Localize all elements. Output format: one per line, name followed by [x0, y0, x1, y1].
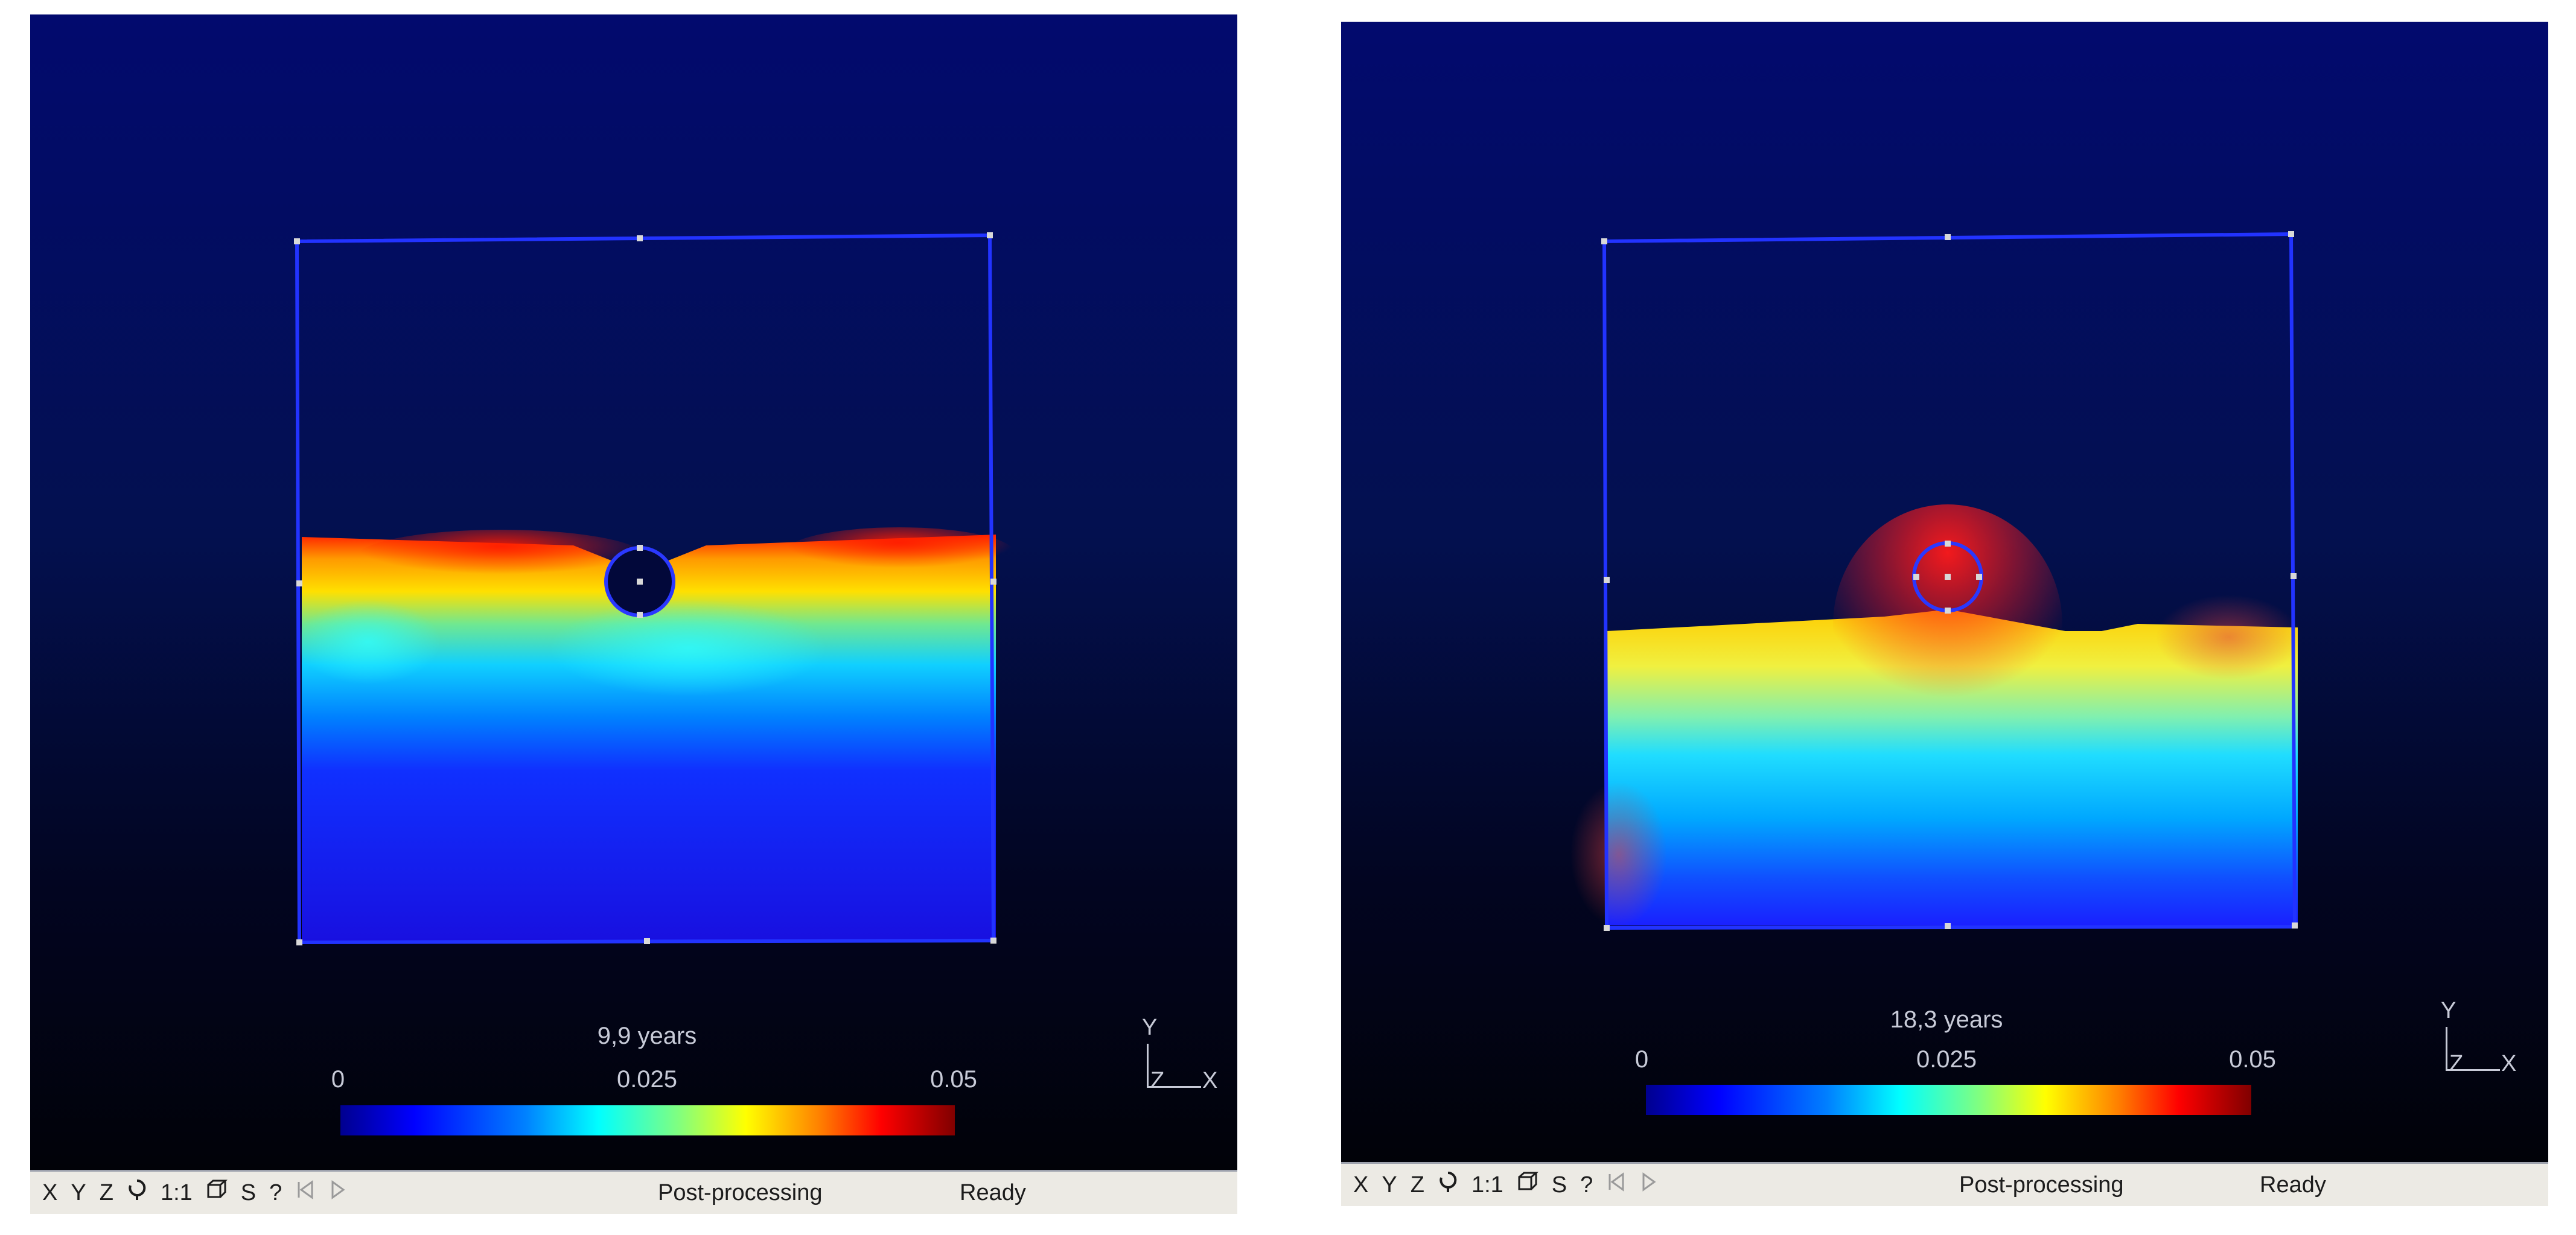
view-y-button[interactable]: Y — [1382, 1172, 1397, 1198]
play-icon[interactable] — [1640, 1172, 1658, 1198]
colorbar-tick-min: 0 — [1634, 1046, 1649, 1073]
field-hotspot — [1833, 504, 2062, 746]
graphics-viewport[interactable]: 9,9 years 0 0.025 0.05 Y Z X — [30, 14, 1237, 1172]
status-mode: Post-processing — [658, 1179, 823, 1205]
status-state: Ready — [960, 1179, 1026, 1205]
colorbar-tick-max: 0.05 — [930, 1066, 977, 1093]
axis-label-y: Y — [2441, 998, 2456, 1023]
play-icon[interactable] — [329, 1179, 347, 1206]
status-bar: X Y Z 1:1 S ? Post-processing Ready — [1341, 1162, 2548, 1206]
colorbar — [1646, 1085, 2251, 1115]
view-z-button[interactable]: Z — [99, 1179, 113, 1205]
view-toolbar: X Y Z 1:1 S ? — [1341, 1170, 1658, 1199]
field-streak — [549, 600, 827, 696]
colorbar — [340, 1105, 955, 1135]
field-streak — [296, 600, 441, 684]
view-toolbar: X Y Z 1:1 S ? — [30, 1178, 347, 1207]
field-hotspot — [2156, 595, 2301, 679]
first-frame-icon[interactable] — [295, 1179, 316, 1206]
help-button[interactable]: ? — [269, 1179, 282, 1205]
status-mode: Post-processing — [1959, 1172, 2124, 1198]
scale-1-1-button[interactable]: 1:1 — [160, 1179, 193, 1205]
axis-triad: Y Z X — [2441, 998, 2517, 1078]
status-state: Ready — [2260, 1172, 2326, 1198]
rotate-icon[interactable] — [1438, 1170, 1458, 1199]
axis-label-z: Z — [2449, 1051, 2464, 1076]
view-x-button[interactable]: X — [42, 1179, 58, 1205]
field-contour — [1607, 609, 2298, 925]
simulation-time-label: 18,3 years — [1890, 1006, 2003, 1033]
graphics-viewport[interactable]: 18,3 years 0 0.025 0.05 Y Z X — [1341, 22, 2548, 1164]
colorbar-tick-max: 0.05 — [2229, 1046, 2276, 1073]
field-hotspot — [785, 527, 1014, 578]
mesh-plot — [294, 232, 1014, 945]
s-button[interactable]: S — [1551, 1172, 1567, 1198]
mesh-nodes — [1601, 231, 2298, 931]
mesh-plot — [1570, 231, 2301, 931]
mesh-nodes — [294, 232, 996, 945]
cube-icon[interactable] — [1517, 1171, 1538, 1199]
axis-label-y: Y — [1142, 1015, 1158, 1040]
simulation-panel-left: 9,9 years 0 0.025 0.05 Y Z X X Y Z 1:1 S… — [30, 14, 1237, 1214]
rotate-icon[interactable] — [127, 1178, 147, 1207]
help-button[interactable]: ? — [1580, 1172, 1593, 1198]
status-bar: X Y Z 1:1 S ? Post-processing Ready — [30, 1170, 1237, 1214]
view-z-button[interactable]: Z — [1410, 1172, 1424, 1198]
axis-triad: Y Z X — [1142, 1015, 1218, 1094]
axis-label-z: Z — [1150, 1068, 1165, 1093]
colorbar-tick-mid: 0.025 — [1916, 1046, 1977, 1073]
cube-icon[interactable] — [206, 1179, 228, 1207]
view-y-button[interactable]: Y — [71, 1179, 86, 1205]
colorbar-tick-min: 0 — [331, 1066, 345, 1093]
field-hotspot — [356, 530, 646, 585]
scale-1-1-button[interactable]: 1:1 — [1471, 1172, 1503, 1198]
simulation-panel-right: 18,3 years 0 0.025 0.05 Y Z X X Y Z 1:1 … — [1341, 22, 2548, 1206]
view-x-button[interactable]: X — [1353, 1172, 1369, 1198]
field-hotspot — [1570, 782, 1667, 927]
first-frame-icon[interactable] — [1606, 1172, 1627, 1198]
simulation-time-label: 9,9 years — [597, 1023, 697, 1049]
axis-label-x: X — [2501, 1051, 2517, 1076]
colorbar-tick-mid: 0.025 — [616, 1066, 678, 1093]
axis-label-x: X — [1202, 1068, 1218, 1093]
s-button[interactable]: S — [240, 1179, 257, 1205]
